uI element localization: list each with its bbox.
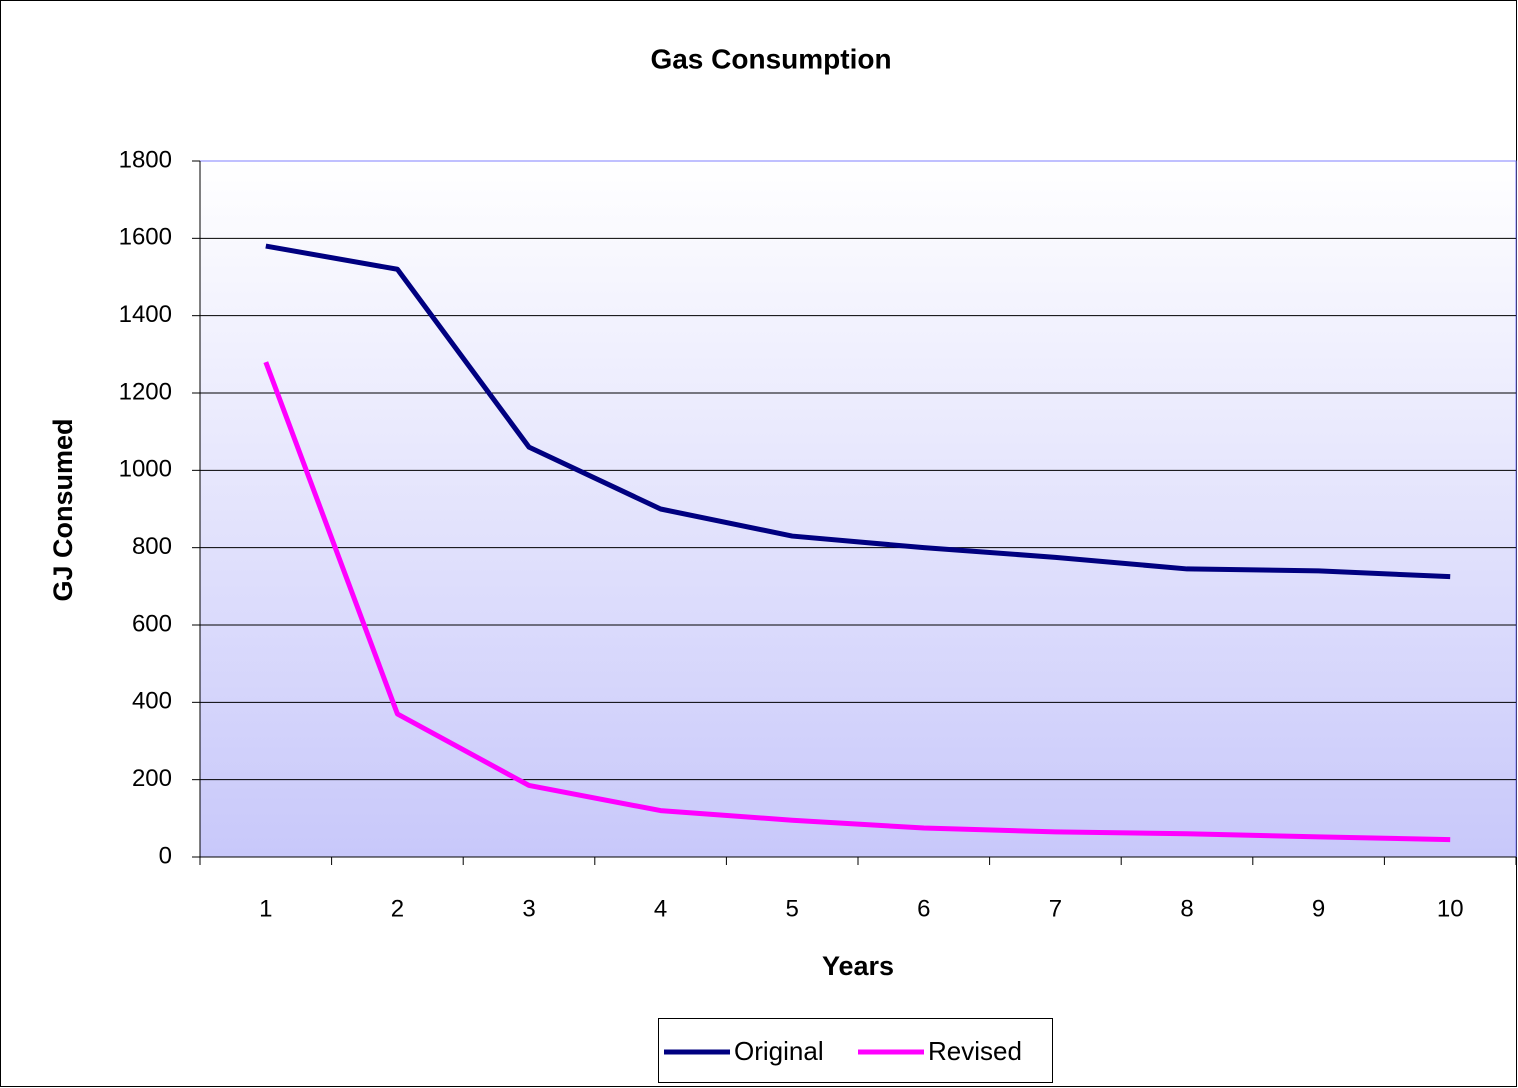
- y-tick-label: 0: [159, 842, 172, 869]
- x-tick-label: 4: [654, 895, 667, 922]
- line-series: [263, 361, 1451, 843]
- y-tick-label: 1400: [119, 301, 172, 328]
- y-tick-label: 1000: [119, 456, 172, 483]
- y-tick-label: 1800: [119, 146, 172, 173]
- y-tick-label: 800: [132, 533, 172, 560]
- y-axis-title: GJ Consumed: [48, 418, 78, 601]
- x-axis-title: Years: [822, 951, 894, 981]
- y-tick-label: 1600: [119, 224, 172, 251]
- x-tick-label: 8: [1180, 895, 1193, 922]
- x-tick-label: 3: [522, 895, 535, 922]
- x-tick-label: 7: [1049, 895, 1062, 922]
- y-tick-label: 1200: [119, 378, 172, 405]
- x-tick-label: 10: [1437, 895, 1464, 922]
- legend-label: Original: [734, 1036, 824, 1066]
- y-tick-label: 600: [132, 610, 172, 637]
- chart-title: Gas Consumption: [650, 43, 891, 74]
- legend-label: Revised: [928, 1036, 1022, 1066]
- x-tick-label: 9: [1312, 895, 1325, 922]
- x-tick-label: 2: [391, 895, 404, 922]
- line-series: [265, 243, 1451, 580]
- x-tick-label: 5: [786, 895, 799, 922]
- x-tick-label: 6: [917, 895, 930, 922]
- y-tick-label: 400: [132, 688, 172, 715]
- plot-area: [199, 160, 1517, 858]
- x-tick-label: 1: [259, 895, 272, 922]
- y-tick-label: 200: [132, 765, 172, 792]
